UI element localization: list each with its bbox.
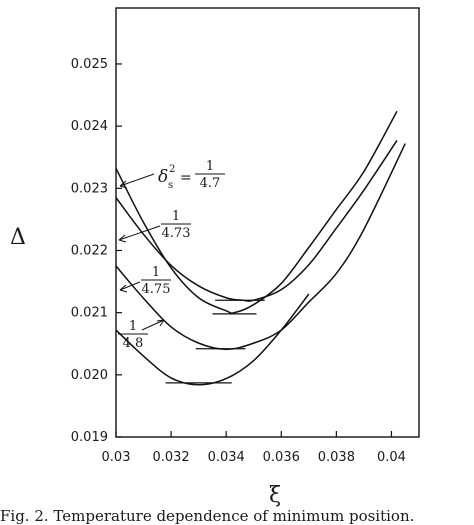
y-tick-label: 0.024 — [71, 119, 108, 134]
series-line-2 — [115, 110, 398, 314]
arrowhead-4-73 — [118, 234, 127, 243]
delta-symbol: δ — [158, 167, 168, 187]
y-tick-label: 0.025 — [71, 57, 108, 72]
x-tick-label: 0.032 — [152, 450, 189, 465]
fraction-denominator: 4.73 — [162, 226, 191, 241]
fraction-denominator: 4.7 — [200, 176, 221, 191]
x-tick-label: 0.038 — [318, 450, 355, 465]
arrowhead-4-7 — [119, 180, 128, 189]
x-tick-label: 0.036 — [263, 450, 300, 465]
fraction-numerator: 1 — [172, 209, 180, 224]
equals-sign: = — [180, 170, 192, 186]
fraction-numerator: 1 — [129, 319, 137, 334]
y-axis-label: Δ — [10, 225, 26, 250]
arrowhead-4-8 — [156, 319, 165, 327]
y-tick-label: 0.022 — [71, 243, 108, 258]
series-line-4 — [115, 293, 310, 386]
y-tick-label: 0.023 — [71, 181, 108, 196]
figure-caption: Fig. 2. Temperature dependence of minimu… — [0, 507, 414, 525]
fraction-4-7: 14.7 — [195, 159, 225, 191]
arrow-4-7 — [119, 173, 155, 187]
y-tick-label: 0.020 — [71, 368, 108, 383]
curves — [115, 110, 406, 386]
arrowhead-4-75 — [119, 284, 128, 293]
x-tick-label: 0.03 — [102, 450, 131, 465]
fraction-numerator: 1 — [152, 265, 160, 280]
fraction-4-73: 14.73 — [161, 209, 191, 241]
fraction-4-75: 14.75 — [141, 265, 171, 297]
fraction-numerator: 1 — [206, 159, 214, 174]
fraction-4-8: 14.8 — [118, 319, 148, 351]
arrow-4-75 — [119, 281, 141, 291]
fraction-denominator: 4.8 — [123, 336, 144, 351]
arrow-4-8 — [141, 319, 165, 331]
delta-superscript: 2 — [169, 164, 175, 175]
series-line-1 — [115, 140, 398, 302]
y-tick-label: 0.019 — [71, 430, 108, 445]
plot-frame-rect — [115, 7, 420, 438]
delta-subscript: s — [168, 180, 173, 191]
y-axis: 0.019 0.020 0.021 0.022 0.023 0.024 0.025 — [71, 57, 122, 445]
x-axis-label: ξ — [269, 483, 281, 508]
x-tick-label: 0.04 — [377, 450, 406, 465]
plot-frame — [115, 7, 420, 438]
fraction-denominator: 4.75 — [142, 282, 171, 297]
minimum-markers — [165, 299, 265, 384]
y-tick-label: 0.021 — [71, 306, 108, 321]
series-line-3 — [115, 143, 406, 351]
label-delta-47: δ s 2 = — [158, 164, 192, 191]
x-axis: 0.03 0.032 0.034 0.036 0.038 0.04 — [102, 431, 406, 465]
x-tick-label: 0.034 — [208, 450, 245, 465]
arrow-4-73 — [118, 225, 161, 241]
